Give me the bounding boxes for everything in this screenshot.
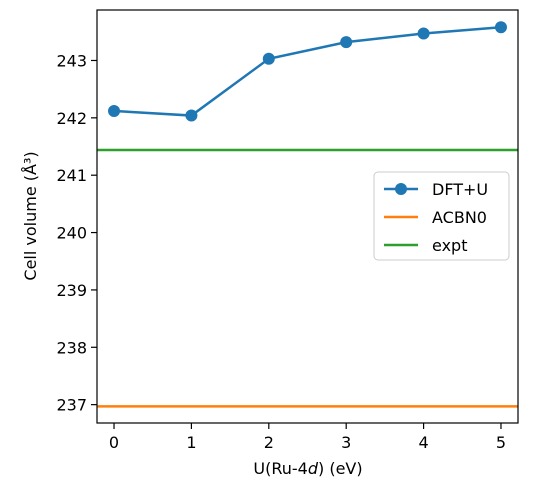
data-point: [262, 52, 275, 65]
y-tick-label: 237: [56, 396, 87, 415]
data-point: [185, 109, 198, 122]
data-point: [108, 104, 121, 117]
series-line: [113, 25, 502, 117]
legend-label: ACBN0: [432, 208, 487, 227]
x-axis-label: U(Ru-4d) (eV): [253, 459, 362, 478]
y-tick-label: 239: [56, 281, 87, 300]
x-tick-label: 1: [186, 433, 196, 452]
legend-box: [373, 171, 510, 261]
y-tick-label: 240: [56, 224, 87, 243]
legend-label: DFT+U: [432, 180, 488, 199]
axes-frame: [96, 9, 519, 424]
y-tick-label: 241: [56, 166, 87, 185]
x-axis: 0 1 2 3 4 5: [109, 423, 506, 452]
y-axis: 237 238 239 240 241 242 243: [56, 51, 97, 415]
data-point: [494, 21, 507, 34]
legend: DFT+U ACBN0 expt: [373, 171, 510, 261]
data-point: [340, 36, 353, 49]
y-tick-label: 238: [56, 338, 87, 357]
x-tick-label: 5: [496, 433, 506, 452]
legend-marker: [395, 183, 407, 195]
x-axis-label-italic: d: [308, 459, 319, 478]
hlines: [97, 148, 518, 408]
x-axis-label-suffix: ) (eV): [318, 459, 363, 478]
x-tick-label: 2: [264, 433, 274, 452]
x-tick-label: 4: [418, 433, 428, 452]
y-tick-label: 243: [56, 51, 87, 70]
y-tick-label: 242: [56, 109, 87, 128]
x-tick-label: 0: [109, 433, 119, 452]
x-tick-label: 3: [341, 433, 351, 452]
data-point: [417, 27, 430, 40]
series-dft-u: [108, 21, 507, 122]
x-axis-label-prefix: U(Ru-4: [253, 459, 307, 478]
y-axis-label: Cell volume (Å³): [21, 151, 40, 280]
plot-frame: [96, 9, 519, 424]
legend-label: expt: [432, 236, 467, 255]
